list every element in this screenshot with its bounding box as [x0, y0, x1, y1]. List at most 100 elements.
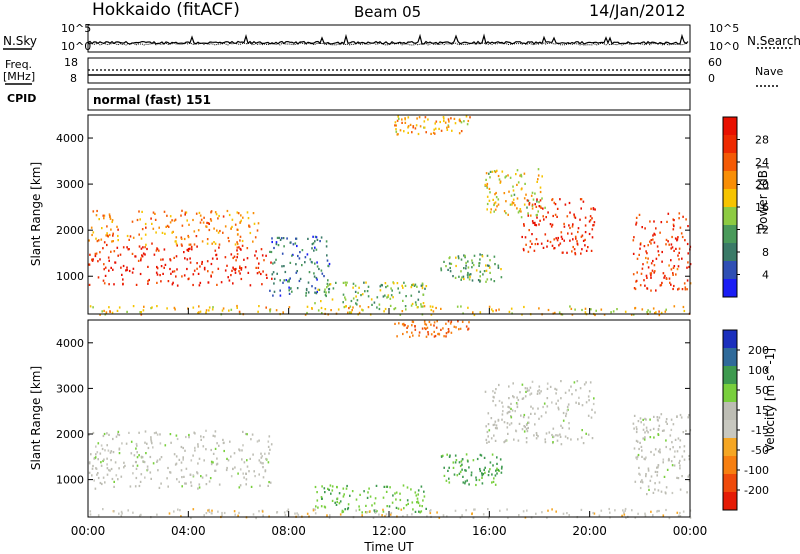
range-cell: [129, 235, 132, 238]
range-cell: [243, 461, 246, 464]
range-cell: [200, 475, 202, 478]
range-cell: [658, 416, 661, 419]
range-cell: [91, 474, 93, 477]
range-cell: [109, 215, 111, 218]
range-cell: [112, 268, 114, 271]
range-cell: [203, 216, 205, 219]
range-cell: [641, 226, 643, 229]
range-cell: [472, 311, 474, 314]
range-cell: [594, 208, 596, 211]
range-cell: [97, 260, 99, 263]
range-cell: [528, 202, 531, 205]
range-cell: [600, 509, 603, 512]
range-cell: [468, 483, 470, 486]
range-cell: [165, 225, 167, 228]
range-cell: [282, 281, 284, 284]
range-cell: [578, 396, 580, 399]
range-cell: [240, 219, 242, 222]
range-cell: [345, 284, 347, 287]
range-cell: [332, 287, 335, 290]
range-cell: [99, 251, 101, 254]
range-cell: [99, 313, 101, 316]
range-cell: [118, 433, 121, 437]
range-cell: [487, 412, 490, 415]
range-cell: [484, 390, 487, 393]
range-cell: [677, 515, 680, 518]
range-cell: [569, 211, 571, 214]
range-cell: [407, 126, 409, 129]
range-cell: [262, 514, 264, 517]
range-cell: [494, 170, 497, 174]
range-cell: [205, 512, 208, 515]
range-cell: [395, 491, 398, 494]
range-cell: [243, 258, 245, 261]
range-cell: [169, 471, 172, 474]
range-cell: [115, 435, 118, 438]
range-cell: [542, 246, 545, 249]
range-cell: [588, 399, 590, 402]
range-cell: [176, 268, 178, 271]
range-cell: [548, 431, 551, 434]
range-cell: [370, 298, 373, 301]
range-cell: [566, 437, 569, 440]
range-cell: [197, 272, 200, 275]
range-cell: [673, 219, 675, 222]
range-cell: [106, 444, 108, 447]
range-cell: [233, 255, 236, 258]
range-cell: [96, 451, 99, 454]
range-cell: [298, 257, 301, 260]
range-cell: [460, 258, 463, 261]
range-cell: [392, 296, 394, 299]
range-cell: [328, 516, 331, 519]
range-cell: [306, 305, 309, 308]
range-cell: [493, 170, 496, 173]
range-cell: [469, 273, 472, 276]
range-cell: [180, 515, 182, 518]
range-cell: [654, 470, 657, 473]
range-cell: [387, 295, 389, 298]
range-cell: [447, 469, 449, 472]
range-cell: [525, 390, 527, 393]
range-cell: [676, 415, 678, 418]
range-cell: [529, 386, 532, 389]
range-cell: [256, 440, 259, 443]
range-cell: [592, 402, 595, 406]
range-cell: [359, 305, 361, 308]
range-cell: [420, 485, 423, 488]
range-cell: [538, 205, 541, 208]
range-cell: [325, 291, 327, 294]
range-cell: [269, 289, 271, 292]
range-cell: [663, 429, 665, 432]
range-cell: [674, 237, 677, 240]
range-cell: [123, 466, 125, 469]
range-cell: [581, 248, 583, 251]
range-cell: [487, 435, 489, 438]
range-cell: [246, 465, 249, 468]
colorbar-segment: [723, 135, 737, 154]
range-cell: [559, 435, 562, 438]
range-cell: [306, 311, 308, 315]
range-cell: [328, 291, 330, 294]
range-cell: [653, 271, 655, 274]
range-cell: [254, 254, 256, 257]
range-cell: [382, 496, 385, 499]
range-cell: [486, 441, 488, 444]
range-cell: [290, 287, 292, 290]
range-cell: [457, 320, 459, 323]
range-cell: [650, 242, 652, 245]
range-cell: [526, 387, 529, 390]
range-cell: [154, 212, 156, 215]
range-cell: [399, 313, 402, 316]
range-cell: [465, 469, 467, 472]
range-cell: [248, 470, 250, 473]
range-cell: [680, 416, 683, 419]
range-cell: [355, 498, 358, 501]
range-cell: [345, 487, 348, 490]
range-cell: [430, 333, 433, 336]
range-cell: [242, 216, 244, 219]
range-cell: [661, 429, 664, 432]
range-cell: [519, 208, 522, 211]
range-cell: [451, 129, 453, 132]
range-cell: [462, 475, 464, 478]
range-cell: [252, 240, 254, 243]
